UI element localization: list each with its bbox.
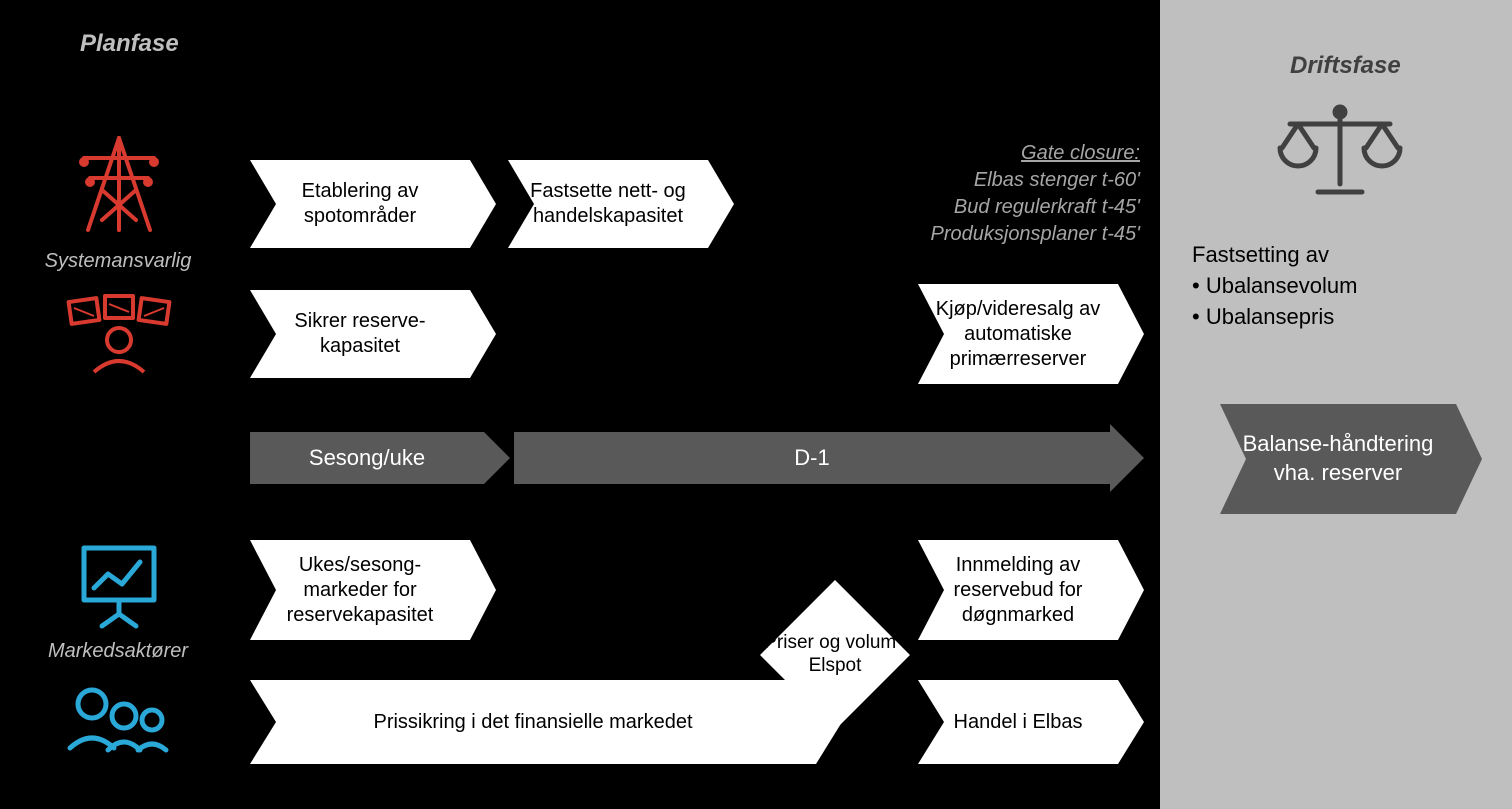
gate-title: Gate closure: xyxy=(870,140,1140,167)
row-label-system: Systemansvarlig xyxy=(38,250,198,273)
phase-plan-title: Planfase xyxy=(80,30,179,58)
process-innmelding-label: Innmelding av reservebud for døgnmarked xyxy=(928,553,1108,628)
timeline-seg1-label: Sesong/uke xyxy=(309,445,425,471)
process-innmelding: Innmelding av reservebud for døgnmarked xyxy=(918,540,1118,640)
process-fastsette-label: Fastsette nett- og handelskapasitet xyxy=(518,179,698,229)
process-kjop-label: Kjøp/videresalg av automatiske primærres… xyxy=(928,297,1108,372)
decision-diamond: Priser og volum i Elspot xyxy=(760,580,910,730)
process-prissikring: Prissikring i det finansielle markedet xyxy=(250,680,816,764)
control-room-icon xyxy=(64,290,174,385)
gate-closure-block: Gate closure: Elbas stenger t-60' Bud re… xyxy=(870,140,1140,248)
gate-line2: Bud regulerkraft t-45' xyxy=(870,194,1140,221)
process-kjop: Kjøp/videresalg av automatiske primærres… xyxy=(918,284,1118,384)
balance-scales-icon xyxy=(1270,100,1410,205)
timeline-seg2-label: D-1 xyxy=(794,445,829,471)
diamond-label: Priser og volum i Elspot xyxy=(760,632,910,678)
process-sikrer-label: Sikrer reserve-kapasitet xyxy=(260,309,460,359)
transmission-tower-icon xyxy=(74,130,164,245)
right-bullet1: • Ubalansevolum xyxy=(1192,271,1492,302)
process-handel-label: Handel i Elbas xyxy=(954,710,1083,735)
timeline-seg-sesong: Sesong/uke xyxy=(250,432,484,484)
process-sikrer: Sikrer reserve-kapasitet xyxy=(250,290,470,378)
process-etablering-label: Etablering av spotområder xyxy=(260,179,460,229)
gate-line1: Elbas stenger t-60' xyxy=(870,167,1140,194)
process-balanse: Balanse-håndtering vha. reserver xyxy=(1220,404,1456,514)
process-ukes: Ukes/sesong-markeder for reservekapasite… xyxy=(250,540,470,640)
people-icon xyxy=(62,680,178,763)
right-bullet2: • Ubalansepris xyxy=(1192,302,1492,333)
phase-drift-title: Driftsfase xyxy=(1290,52,1401,80)
process-balanse-label: Balanse-håndtering vha. reserver xyxy=(1230,430,1446,487)
process-fastsette: Fastsette nett- og handelskapasitet xyxy=(508,160,708,248)
chart-board-icon xyxy=(78,540,160,635)
row-label-market: Markedsaktører xyxy=(38,640,198,663)
process-prissikring-label: Prissikring i det finansielle markedet xyxy=(373,710,692,735)
process-handel: Handel i Elbas xyxy=(918,680,1118,764)
process-etablering: Etablering av spotområder xyxy=(250,160,470,248)
right-heading: Fastsetting av xyxy=(1192,240,1492,271)
timeline-seg-d1: D-1 xyxy=(514,432,1110,484)
right-fastsetting-block: Fastsetting av • Ubalansevolum • Ubalans… xyxy=(1192,240,1492,332)
process-ukes-label: Ukes/sesong-markeder for reservekapasite… xyxy=(260,553,460,628)
gate-line3: Produksjonsplaner t-45' xyxy=(870,221,1140,248)
